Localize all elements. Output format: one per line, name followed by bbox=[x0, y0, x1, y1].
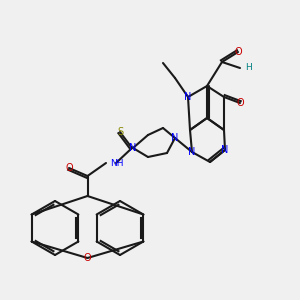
Text: H: H bbox=[245, 64, 252, 73]
Text: N: N bbox=[188, 147, 196, 157]
Text: S: S bbox=[117, 127, 123, 137]
Text: O: O bbox=[84, 253, 91, 263]
Text: N: N bbox=[184, 92, 192, 102]
Text: O: O bbox=[65, 163, 73, 173]
Text: N: N bbox=[129, 143, 137, 153]
Text: O: O bbox=[236, 98, 244, 108]
Text: O: O bbox=[234, 47, 242, 57]
Text: N: N bbox=[221, 145, 229, 155]
Text: N: N bbox=[171, 133, 179, 143]
Text: NH: NH bbox=[110, 158, 124, 167]
